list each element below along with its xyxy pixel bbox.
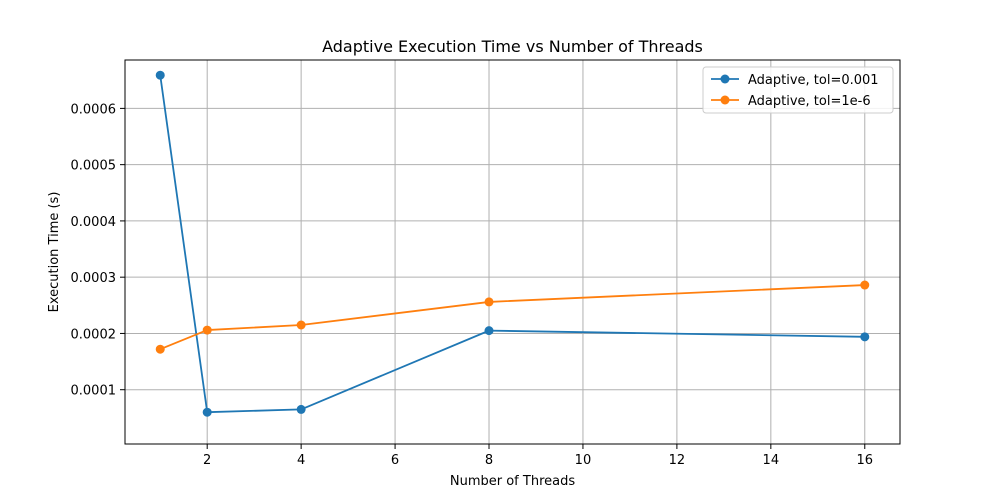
grid — [125, 60, 900, 444]
x-tick-label: 6 — [391, 453, 399, 468]
legend: Adaptive, tol=0.001 Adaptive, tol=1e-6 — [702, 66, 894, 114]
y-tick-label: 0.0005 — [71, 159, 117, 174]
x-tick-label: 16 — [856, 453, 873, 468]
legend-box — [702, 66, 894, 114]
x-tick-label: 14 — [763, 453, 780, 468]
data-point — [484, 297, 494, 307]
data-point — [155, 70, 165, 80]
data-point — [202, 325, 212, 335]
series-1 — [155, 70, 870, 417]
data-point — [860, 280, 870, 290]
series-layer — [155, 70, 870, 417]
y-tick-label: 0.0006 — [71, 102, 117, 117]
x-tick-label: 2 — [203, 453, 211, 468]
legend-label: Adaptive, tol=0.001 — [748, 73, 879, 88]
ticks: 2 4 6 8 10 12 14 16 0.0001 0.0002 0.0003 0.0004 0.00… — [71, 102, 874, 468]
series-2 — [155, 280, 870, 354]
data-point — [155, 344, 165, 354]
data-point — [202, 407, 212, 417]
y-axis-label: Execution Time (s) — [47, 192, 62, 313]
y-tick-label: 0.0001 — [71, 384, 117, 399]
data-point — [484, 326, 494, 336]
x-tick-label: 12 — [669, 453, 686, 468]
plot-frame — [124, 59, 901, 445]
legend-marker — [720, 95, 730, 105]
x-tick-label: 4 — [297, 453, 305, 468]
y-tick-label: 0.0003 — [71, 271, 117, 286]
x-tick-label: 10 — [575, 453, 592, 468]
y-tick-label: 0.0002 — [71, 327, 117, 342]
legend-marker — [720, 74, 730, 84]
data-point — [296, 404, 306, 414]
data-point — [860, 332, 870, 342]
x-axis-label: Number of Threads — [450, 474, 575, 489]
data-point — [296, 320, 306, 330]
legend-label: Adaptive, tol=1e-6 — [748, 94, 871, 109]
x-tick-label: 8 — [485, 453, 493, 468]
chart-title: Adaptive Execution Time vs Number of Thr… — [322, 37, 703, 56]
y-tick-label: 0.0004 — [71, 215, 117, 230]
